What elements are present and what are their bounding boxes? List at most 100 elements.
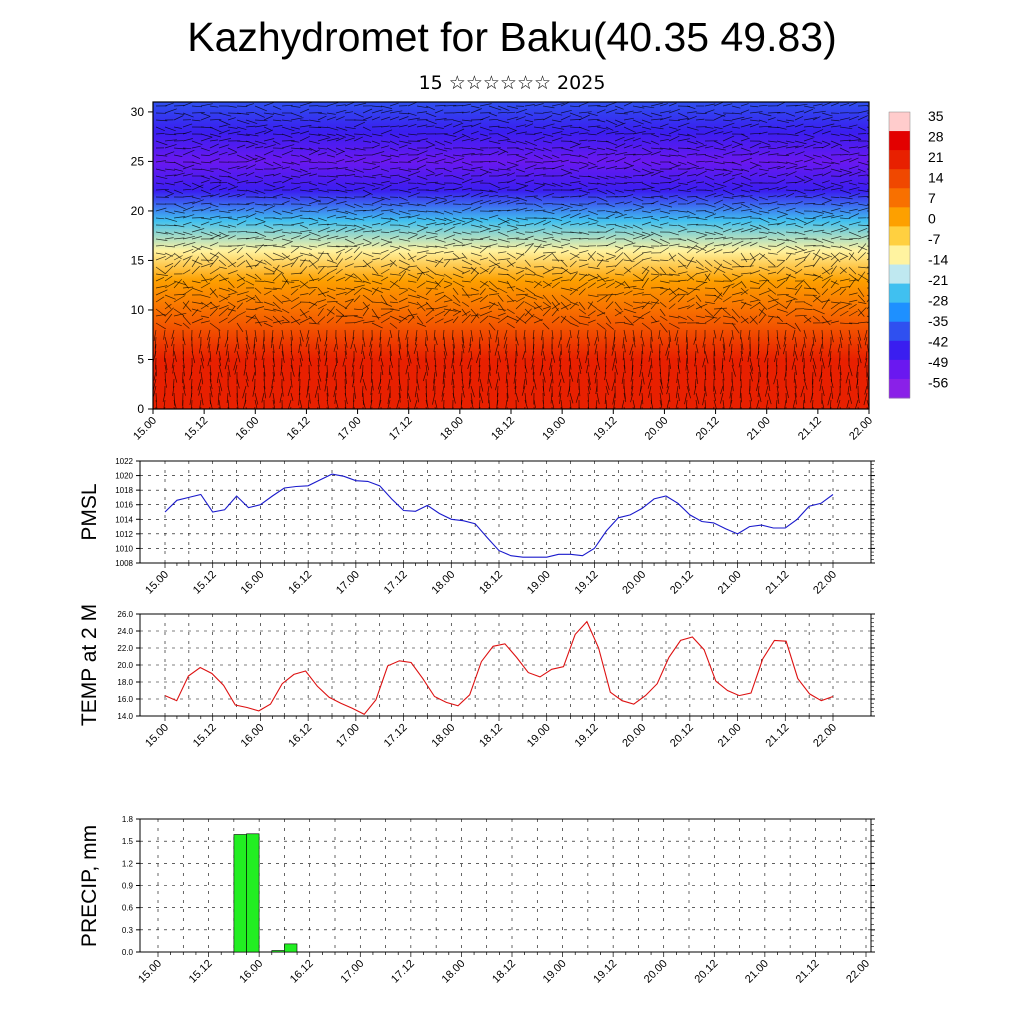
wind-barb bbox=[839, 117, 851, 121]
wind-barb bbox=[641, 119, 652, 124]
wind-barb bbox=[443, 104, 457, 107]
wind-barb bbox=[290, 296, 300, 303]
wind-barb bbox=[863, 392, 868, 406]
wind-barb bbox=[173, 112, 185, 115]
wind-barb bbox=[614, 175, 627, 179]
wind-barb bbox=[695, 144, 707, 149]
wind-barb bbox=[668, 288, 679, 296]
wind-barb bbox=[218, 151, 228, 156]
x-tick-label: 21.00 bbox=[745, 415, 773, 443]
wind-barb bbox=[803, 229, 813, 233]
wind-barb bbox=[704, 129, 717, 135]
wind-barb bbox=[398, 315, 408, 320]
wind-barb bbox=[821, 256, 830, 261]
wind-barb bbox=[191, 280, 201, 284]
wind-barb bbox=[686, 336, 688, 350]
wind-barb bbox=[335, 210, 349, 214]
wind-barb bbox=[317, 241, 331, 247]
wind-barb bbox=[262, 357, 265, 368]
wind-barb bbox=[344, 245, 358, 247]
wind-barb bbox=[722, 266, 733, 270]
wind-barb bbox=[506, 364, 510, 375]
wind-barb bbox=[209, 234, 222, 240]
wind-barb bbox=[623, 201, 632, 205]
wind-barb bbox=[569, 245, 579, 250]
wind-barb bbox=[551, 350, 556, 363]
wind-barb bbox=[245, 314, 256, 324]
wind-barb bbox=[830, 182, 844, 187]
wind-barb bbox=[368, 343, 373, 356]
wind-barb bbox=[434, 182, 446, 186]
wind-barb bbox=[668, 224, 678, 227]
wind-barb bbox=[605, 131, 619, 135]
wind-barb bbox=[846, 399, 850, 409]
wind-barb bbox=[632, 203, 644, 208]
wind-barb bbox=[299, 119, 309, 122]
wind-barb bbox=[523, 329, 526, 340]
wind-barb bbox=[362, 399, 366, 409]
wind-barb bbox=[173, 216, 186, 219]
wind-barb bbox=[398, 202, 410, 205]
wind-barb bbox=[308, 119, 321, 123]
wind-barb bbox=[317, 196, 328, 198]
wind-barb bbox=[398, 116, 409, 121]
wind-barb bbox=[560, 203, 573, 208]
wind-barb bbox=[173, 399, 177, 409]
wind-barb bbox=[686, 147, 700, 152]
wind-barb bbox=[425, 288, 432, 296]
wind-barb bbox=[533, 273, 544, 278]
wind-barb bbox=[650, 294, 659, 301]
wind-barb bbox=[686, 230, 696, 233]
wind-barb bbox=[281, 177, 293, 184]
wind-barb bbox=[551, 159, 563, 163]
wind-barb bbox=[838, 357, 841, 370]
wind-barb bbox=[713, 140, 724, 146]
wind-barb bbox=[461, 161, 473, 166]
wind-barb bbox=[191, 184, 204, 191]
wind-barb bbox=[767, 280, 777, 289]
wind-barb bbox=[515, 293, 529, 296]
wind-barb bbox=[199, 364, 202, 374]
wind-barb bbox=[632, 111, 642, 114]
wind-barb bbox=[749, 132, 761, 135]
wind-barb bbox=[568, 343, 571, 353]
wind-barb bbox=[641, 392, 644, 405]
wind-barb bbox=[272, 203, 285, 205]
wind-barb bbox=[242, 385, 247, 399]
wind-barb bbox=[254, 243, 264, 254]
wind-barb bbox=[317, 266, 325, 275]
wind-barb bbox=[749, 406, 751, 409]
wind-barb bbox=[371, 187, 380, 191]
wind-barb bbox=[713, 102, 724, 107]
wind-barb bbox=[497, 350, 501, 363]
wind-barb bbox=[380, 263, 393, 268]
wind-barb bbox=[731, 281, 742, 289]
wind-barb bbox=[191, 217, 205, 219]
wind-barb bbox=[209, 305, 220, 310]
wind-barb bbox=[290, 214, 303, 219]
wind-barb bbox=[830, 220, 841, 226]
wind-barb bbox=[290, 302, 301, 310]
wind-barb bbox=[452, 231, 462, 235]
wind-barb bbox=[740, 258, 750, 261]
wind-barb bbox=[650, 200, 659, 205]
wind-barb bbox=[506, 294, 515, 302]
x-tick-label: 21.12 bbox=[794, 958, 822, 986]
wind-barb bbox=[785, 299, 793, 310]
wind-barb bbox=[191, 378, 193, 389]
wind-barb bbox=[758, 145, 771, 149]
wind-barb bbox=[515, 300, 525, 310]
wind-barb bbox=[848, 133, 861, 140]
wind-barb bbox=[470, 166, 483, 170]
wind-barb bbox=[434, 238, 446, 243]
wind-barb bbox=[398, 385, 401, 399]
wind-barb bbox=[290, 196, 300, 202]
wind-barb bbox=[533, 161, 544, 164]
wind-barb bbox=[389, 154, 400, 158]
wind-barb bbox=[776, 357, 778, 367]
wind-barb bbox=[299, 147, 312, 151]
wind-barb bbox=[686, 223, 699, 226]
wind-barb bbox=[839, 267, 848, 275]
wind-barb bbox=[191, 145, 201, 149]
wind-barb bbox=[758, 253, 766, 261]
